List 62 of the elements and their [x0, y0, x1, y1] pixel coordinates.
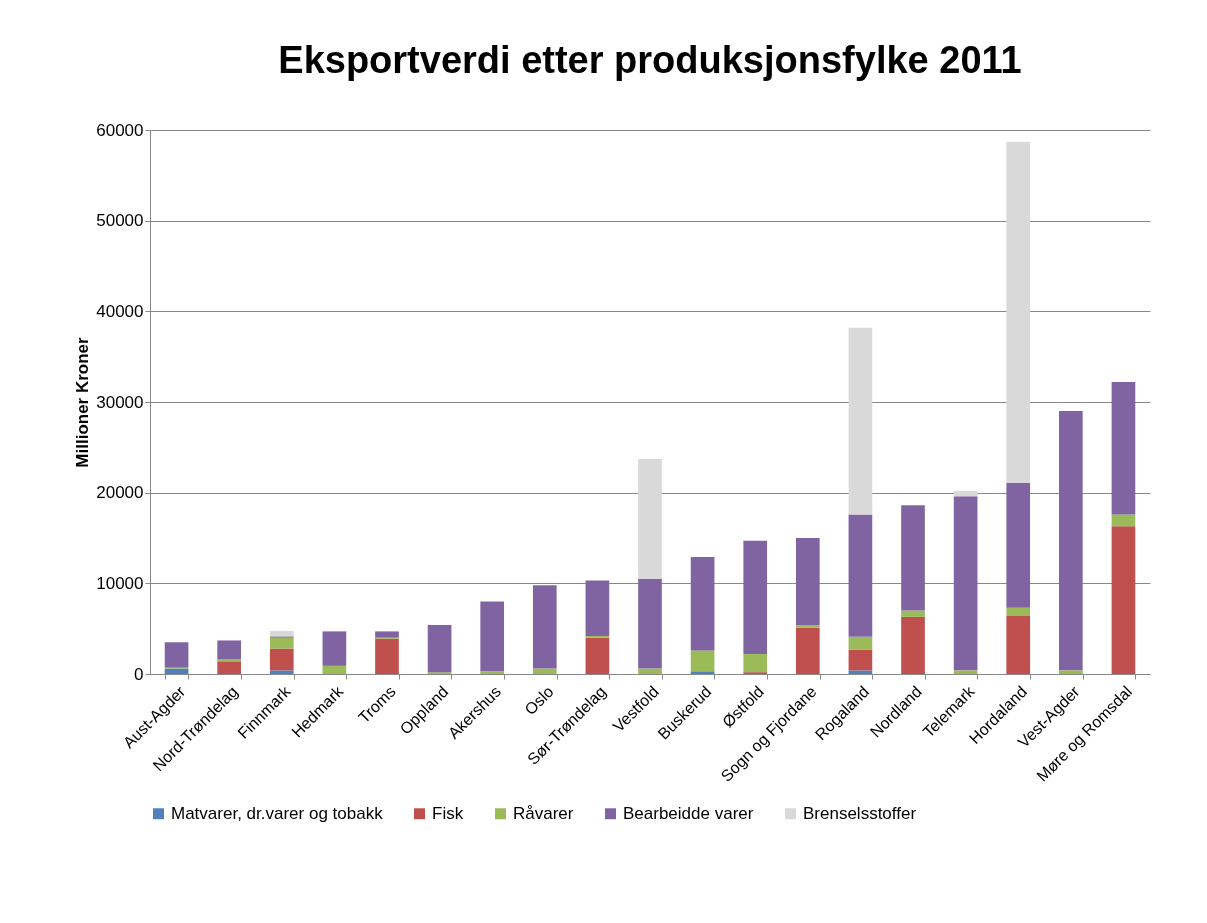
bar	[795, 538, 820, 626]
bar	[638, 459, 662, 579]
y-tick-label: 10000	[96, 573, 144, 593]
bar	[480, 671, 505, 674]
chart-title: Eksportverdi etter produksjonsfylke 2011	[278, 39, 1022, 81]
bar	[690, 671, 715, 674]
bar	[1059, 670, 1083, 674]
bar	[1111, 526, 1136, 674]
bar	[848, 670, 873, 674]
bar	[848, 514, 873, 637]
legend-label: Råvarer	[513, 803, 574, 823]
bar	[1006, 607, 1031, 616]
bar	[1111, 514, 1136, 527]
bar	[953, 496, 978, 671]
bar	[1059, 411, 1083, 671]
bar	[480, 601, 505, 672]
bar	[375, 638, 399, 674]
legend-label: Fisk	[432, 803, 464, 823]
bar	[795, 625, 820, 628]
bar	[322, 631, 347, 666]
bar	[585, 637, 610, 674]
bar	[322, 665, 347, 674]
bar	[901, 505, 925, 611]
y-tick-label: 60000	[96, 120, 144, 140]
bar	[217, 640, 241, 660]
bar	[1006, 141, 1031, 483]
y-tick-label: 20000	[96, 483, 144, 503]
bar	[585, 580, 610, 636]
y-tick-label: 0	[134, 664, 144, 684]
bar	[848, 327, 873, 515]
bar	[427, 625, 452, 673]
bar	[375, 631, 399, 638]
bar	[848, 636, 873, 650]
bar	[269, 648, 294, 671]
bar	[690, 557, 715, 651]
bar	[638, 668, 662, 674]
bar	[690, 650, 715, 672]
bar	[795, 627, 820, 674]
bar	[1111, 382, 1136, 515]
legend-label: Bearbeidde varer	[623, 803, 754, 823]
bar	[217, 661, 241, 674]
bar	[1006, 482, 1031, 608]
bar	[901, 616, 925, 674]
bar	[638, 578, 662, 669]
y-tick-label: 40000	[96, 301, 144, 321]
bar	[901, 610, 925, 617]
bar	[269, 670, 294, 674]
bar	[953, 670, 978, 674]
bar	[848, 649, 873, 671]
y-tick-label: 50000	[96, 211, 144, 231]
y-axis-title: Millioner Kroner	[73, 336, 93, 468]
y-tick-label: 30000	[96, 392, 144, 412]
legend-label: Matvarer, dr.varer og tobakk	[171, 803, 384, 823]
bar	[269, 630, 294, 637]
bar	[532, 668, 557, 674]
bar	[269, 637, 294, 649]
bar	[164, 642, 189, 668]
legend-label: Brenselsstoffer	[803, 803, 917, 823]
bar	[1006, 615, 1031, 674]
bar	[743, 540, 768, 655]
bar	[743, 654, 768, 673]
bar	[532, 585, 557, 669]
